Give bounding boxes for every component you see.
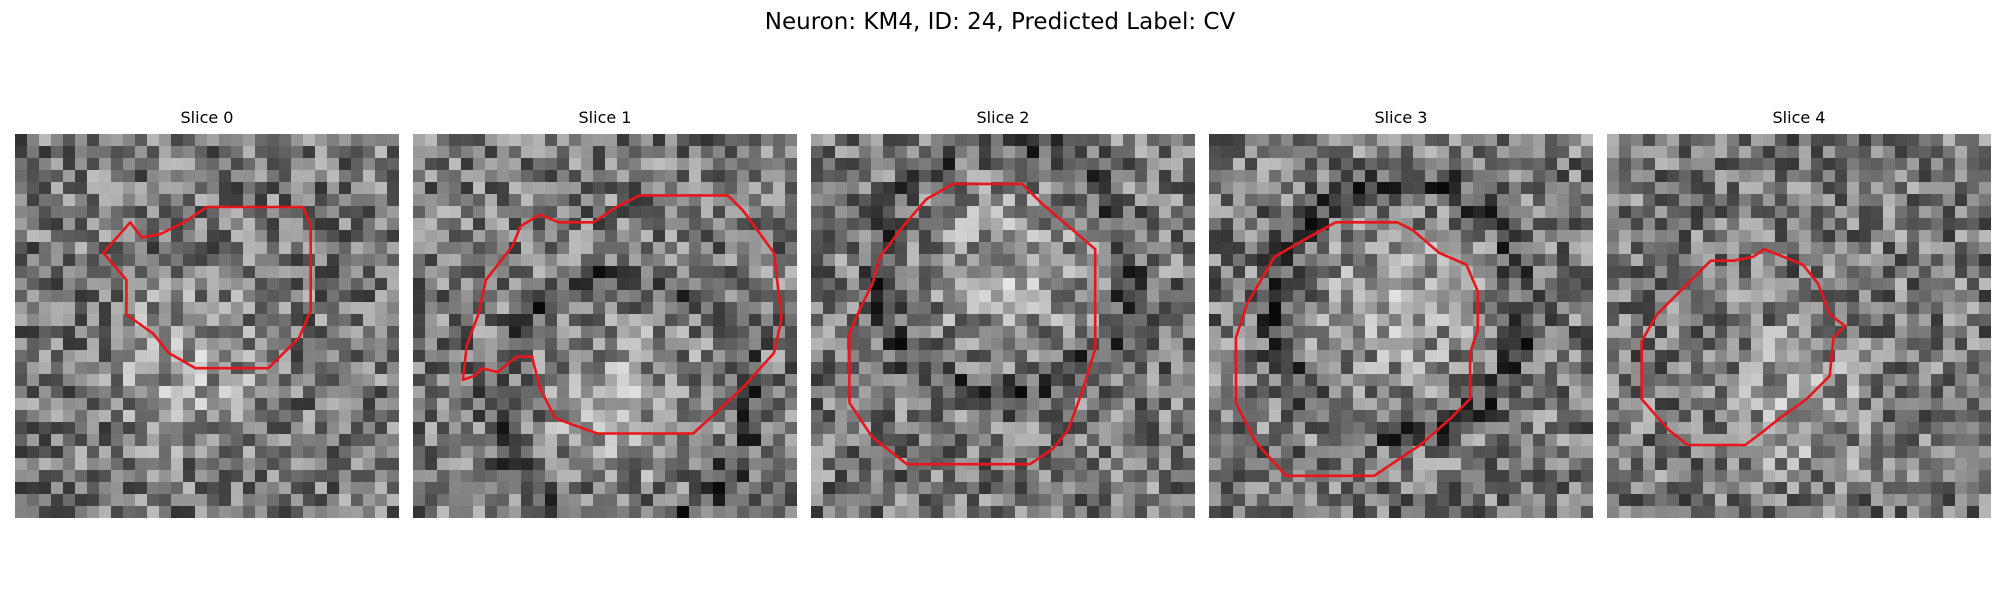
segmentation-contour — [848, 182, 1097, 466]
segmentation-contour — [102, 205, 313, 370]
texture-grid — [413, 134, 797, 518]
slice-image — [1209, 134, 1593, 518]
texture-grid — [1209, 134, 1593, 518]
slice-title: Slice 4 — [1772, 108, 1826, 127]
slice-title: Slice 3 — [1374, 108, 1428, 127]
slice-image — [15, 134, 399, 518]
slice-title: Slice 2 — [976, 108, 1030, 127]
segmentation-contour — [1640, 247, 1847, 447]
texture-grid — [15, 134, 399, 518]
slice-title: Slice 1 — [578, 108, 632, 127]
texture-grid — [1607, 134, 1991, 518]
segmentation-contour — [1234, 221, 1480, 478]
slice-image — [413, 134, 797, 518]
slice-image — [1607, 134, 1991, 518]
segmentation-contour — [461, 194, 783, 435]
figure-title: Neuron: KM4, ID: 24, Predicted Label: CV — [764, 9, 1236, 35]
slice-image — [811, 134, 1195, 518]
texture-grid — [811, 134, 1195, 518]
slice-title: Slice 0 — [180, 108, 234, 127]
